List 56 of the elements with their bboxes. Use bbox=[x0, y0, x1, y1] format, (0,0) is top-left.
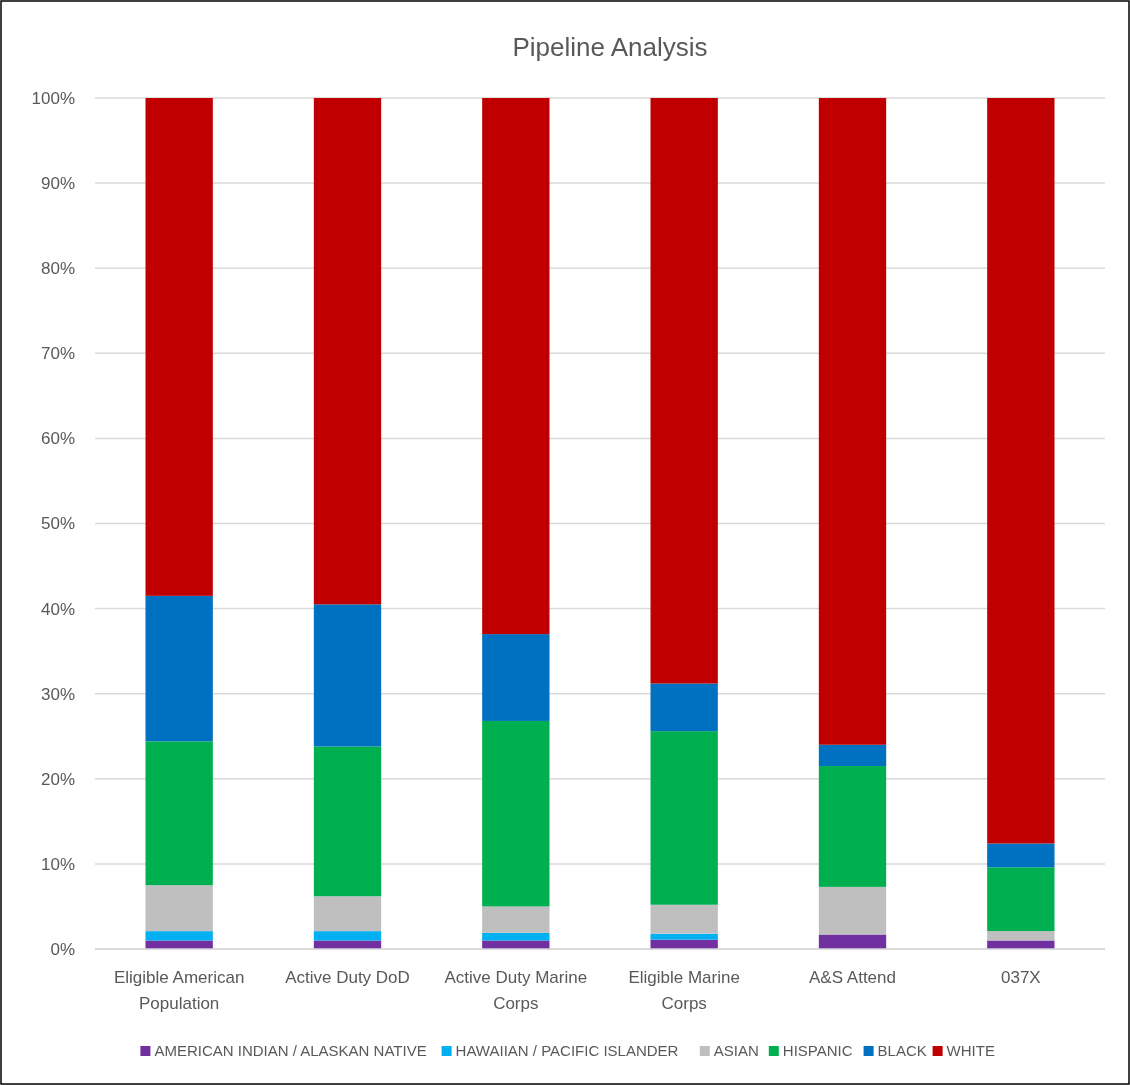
bar bbox=[482, 906, 550, 933]
x-tick-label: Active Duty Marine Corps bbox=[444, 968, 588, 1013]
legend-label: WHITE bbox=[946, 1042, 995, 1060]
bar bbox=[987, 867, 1055, 932]
bar bbox=[482, 720, 550, 907]
bar bbox=[313, 931, 382, 941]
legend-label: HISPANIC bbox=[782, 1042, 853, 1060]
bar bbox=[313, 98, 382, 605]
bar bbox=[650, 731, 718, 905]
y-tick-label: 70% bbox=[40, 344, 75, 364]
bar bbox=[650, 683, 718, 732]
x-tick-label: Eligible Marine Corps bbox=[628, 968, 740, 1013]
bar bbox=[145, 741, 213, 886]
bar bbox=[482, 98, 550, 635]
bar bbox=[482, 932, 550, 941]
legend-label: ASIAN bbox=[713, 1042, 759, 1060]
y-tick-label: 50% bbox=[40, 514, 75, 534]
bar bbox=[313, 746, 382, 897]
bar bbox=[987, 98, 1055, 844]
y-tick-label: 30% bbox=[40, 684, 75, 704]
y-tick-label: 20% bbox=[40, 769, 75, 789]
bar bbox=[818, 886, 887, 935]
legend-label: BLACK bbox=[877, 1042, 927, 1060]
bar bbox=[818, 744, 887, 767]
bar bbox=[818, 98, 887, 745]
bar bbox=[987, 931, 1055, 941]
y-tick-label: 90% bbox=[40, 174, 75, 194]
bar bbox=[650, 904, 718, 934]
y-tick-label: 0% bbox=[50, 939, 75, 959]
bar bbox=[482, 634, 550, 721]
bar bbox=[145, 885, 213, 932]
y-tick-label: 100% bbox=[31, 88, 75, 108]
x-tick-label: A&S Attend bbox=[809, 968, 896, 987]
bar bbox=[313, 896, 382, 932]
x-tick-label: Eligible American Population bbox=[113, 968, 245, 1013]
bar bbox=[145, 98, 213, 596]
bar bbox=[987, 940, 1055, 949]
bar bbox=[313, 604, 382, 747]
bar bbox=[482, 940, 550, 949]
y-tick-label: 60% bbox=[40, 429, 75, 449]
y-tick-label: 40% bbox=[40, 599, 75, 619]
bar bbox=[145, 931, 213, 941]
y-tick-label: 10% bbox=[40, 854, 75, 874]
bar bbox=[145, 940, 213, 949]
bar bbox=[650, 933, 718, 940]
legend-label: AMERICAN INDIAN / ALASKAN NATIVE bbox=[154, 1042, 427, 1060]
bar bbox=[313, 940, 382, 949]
bar bbox=[987, 843, 1055, 868]
bar bbox=[145, 595, 213, 742]
y-tick-label: 80% bbox=[40, 259, 75, 279]
bar bbox=[818, 766, 887, 887]
chart-title: Pipeline Analysis bbox=[512, 32, 708, 62]
legend-label: HAWAIIAN / PACIFIC ISLANDER bbox=[455, 1042, 679, 1060]
x-tick-label: 037X bbox=[1000, 968, 1041, 987]
bar bbox=[650, 98, 718, 684]
x-tick-label: Active Duty DoD bbox=[285, 968, 410, 987]
